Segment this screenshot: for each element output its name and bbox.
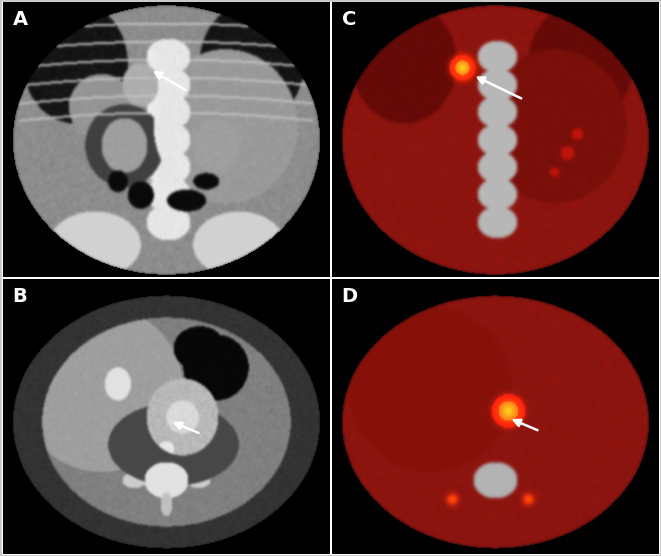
Text: D: D [342, 287, 358, 306]
Text: B: B [13, 287, 27, 306]
Text: C: C [342, 11, 356, 29]
Text: A: A [13, 11, 28, 29]
